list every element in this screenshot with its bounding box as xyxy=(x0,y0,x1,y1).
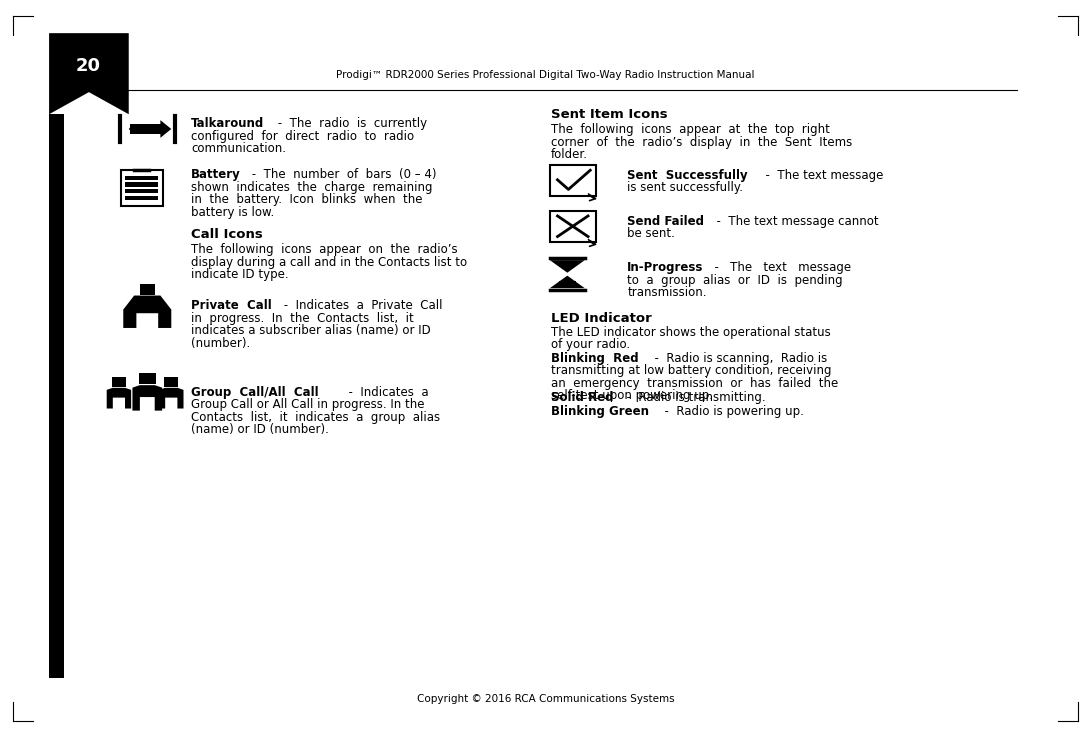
Bar xyxy=(125,175,158,180)
Bar xyxy=(550,211,596,242)
Text: battery is low.: battery is low. xyxy=(191,206,274,219)
Text: -  Indicates  a  Private  Call: - Indicates a Private Call xyxy=(280,299,443,312)
Text: Talkaround: Talkaround xyxy=(191,117,264,130)
Text: communication.: communication. xyxy=(191,142,286,156)
Text: display during a call and in the Contacts list to: display during a call and in the Contact… xyxy=(191,256,467,269)
Text: -  Radio is scanning,  Radio is: - Radio is scanning, Radio is xyxy=(647,352,827,365)
Text: -  Radio is transmitting.: - Radio is transmitting. xyxy=(619,391,765,405)
Polygon shape xyxy=(550,276,585,288)
Text: Copyright © 2016 RCA Communications Systems: Copyright © 2016 RCA Communications Syst… xyxy=(417,694,674,704)
Text: configured  for  direct  radio  to  radio: configured for direct radio to radio xyxy=(191,130,415,143)
Text: in  progress.  In  the  Contacts  list,  it: in progress. In the Contacts list, it xyxy=(191,312,413,325)
Bar xyxy=(125,182,158,186)
Text: transmitting at low battery condition, receiving: transmitting at low battery condition, r… xyxy=(551,364,831,377)
Polygon shape xyxy=(159,388,183,408)
Text: corner  of  the  radio’s  display  in  the  Sent  Items: corner of the radio’s display in the Sen… xyxy=(551,136,852,149)
Bar xyxy=(165,377,178,387)
Text: Group  Call/All  Call: Group Call/All Call xyxy=(191,385,319,399)
Text: Prodigi™ RDR2000 Series Professional Digital Two-Way Radio Instruction Manual: Prodigi™ RDR2000 Series Professional Dig… xyxy=(336,69,755,80)
Text: is sent successfully.: is sent successfully. xyxy=(627,181,743,195)
Text: The  following  icons  appear  on  the  radio’s: The following icons appear on the radio’… xyxy=(191,243,457,256)
Text: 20: 20 xyxy=(76,57,100,75)
Text: The  following  icons  appear  at  the  top  right: The following icons appear at the top ri… xyxy=(551,123,830,136)
Bar xyxy=(49,114,64,678)
Bar xyxy=(140,284,155,295)
Text: In-Progress: In-Progress xyxy=(627,261,704,274)
Text: -  The text message: - The text message xyxy=(758,169,884,182)
Bar xyxy=(559,281,576,288)
Bar xyxy=(112,377,125,387)
Text: (number).: (number). xyxy=(191,337,250,350)
Text: -  Indicates  a: - Indicates a xyxy=(341,385,429,399)
Text: The LED indicator shows the operational status: The LED indicator shows the operational … xyxy=(551,326,830,339)
Polygon shape xyxy=(123,296,171,328)
Text: Blinking  Red: Blinking Red xyxy=(551,352,638,365)
Polygon shape xyxy=(132,385,163,411)
Text: -  The  number  of  bars  (0 – 4): - The number of bars (0 – 4) xyxy=(248,168,436,181)
Text: transmission.: transmission. xyxy=(627,286,707,299)
Bar xyxy=(121,170,163,206)
Text: -  The text message cannot: - The text message cannot xyxy=(709,214,878,228)
Bar xyxy=(139,373,156,384)
Text: to  a  group  alias  or  ID  is  pending: to a group alias or ID is pending xyxy=(627,273,843,287)
Text: Solid Red: Solid Red xyxy=(551,391,613,405)
Bar xyxy=(125,196,158,200)
Text: (name) or ID (number).: (name) or ID (number). xyxy=(191,423,328,436)
Text: Blinking Green: Blinking Green xyxy=(551,405,649,419)
Text: LED Indicator: LED Indicator xyxy=(551,312,651,325)
Bar xyxy=(125,189,158,194)
Polygon shape xyxy=(107,388,131,408)
Text: in  the  battery.  Icon  blinks  when  the: in the battery. Icon blinks when the xyxy=(191,193,422,206)
Text: Private  Call: Private Call xyxy=(191,299,272,312)
Text: Sent  Successfully: Sent Successfully xyxy=(627,169,748,182)
Text: self-test upon powering up.: self-test upon powering up. xyxy=(551,389,712,402)
Text: shown  indicates  the  charge  remaining: shown indicates the charge remaining xyxy=(191,181,432,194)
Bar xyxy=(550,165,596,196)
Text: an  emergency  transmission  or  has  failed  the: an emergency transmission or has failed … xyxy=(551,377,838,390)
Text: folder.: folder. xyxy=(551,148,588,161)
Text: Battery: Battery xyxy=(191,168,241,181)
Text: -   The   text   message: - The text message xyxy=(707,261,851,274)
Text: indicate ID type.: indicate ID type. xyxy=(191,268,288,282)
Polygon shape xyxy=(550,260,585,273)
Text: Group Call or All Call in progress. In the: Group Call or All Call in progress. In t… xyxy=(191,398,424,411)
Text: Call Icons: Call Icons xyxy=(191,228,263,241)
Text: Contacts  list,  it  indicates  a  group  alias: Contacts list, it indicates a group alia… xyxy=(191,411,440,424)
Text: be sent.: be sent. xyxy=(627,227,675,240)
Text: -  The  radio  is  currently: - The radio is currently xyxy=(274,117,427,130)
Polygon shape xyxy=(160,120,171,138)
Text: indicates a subscriber alias (name) or ID: indicates a subscriber alias (name) or I… xyxy=(191,324,431,338)
Text: of your radio.: of your radio. xyxy=(551,338,631,352)
Polygon shape xyxy=(49,33,129,114)
Bar xyxy=(130,124,163,134)
Text: Send Failed: Send Failed xyxy=(627,214,705,228)
Text: Sent Item Icons: Sent Item Icons xyxy=(551,108,668,121)
Text: -  Radio is powering up.: - Radio is powering up. xyxy=(657,405,804,419)
